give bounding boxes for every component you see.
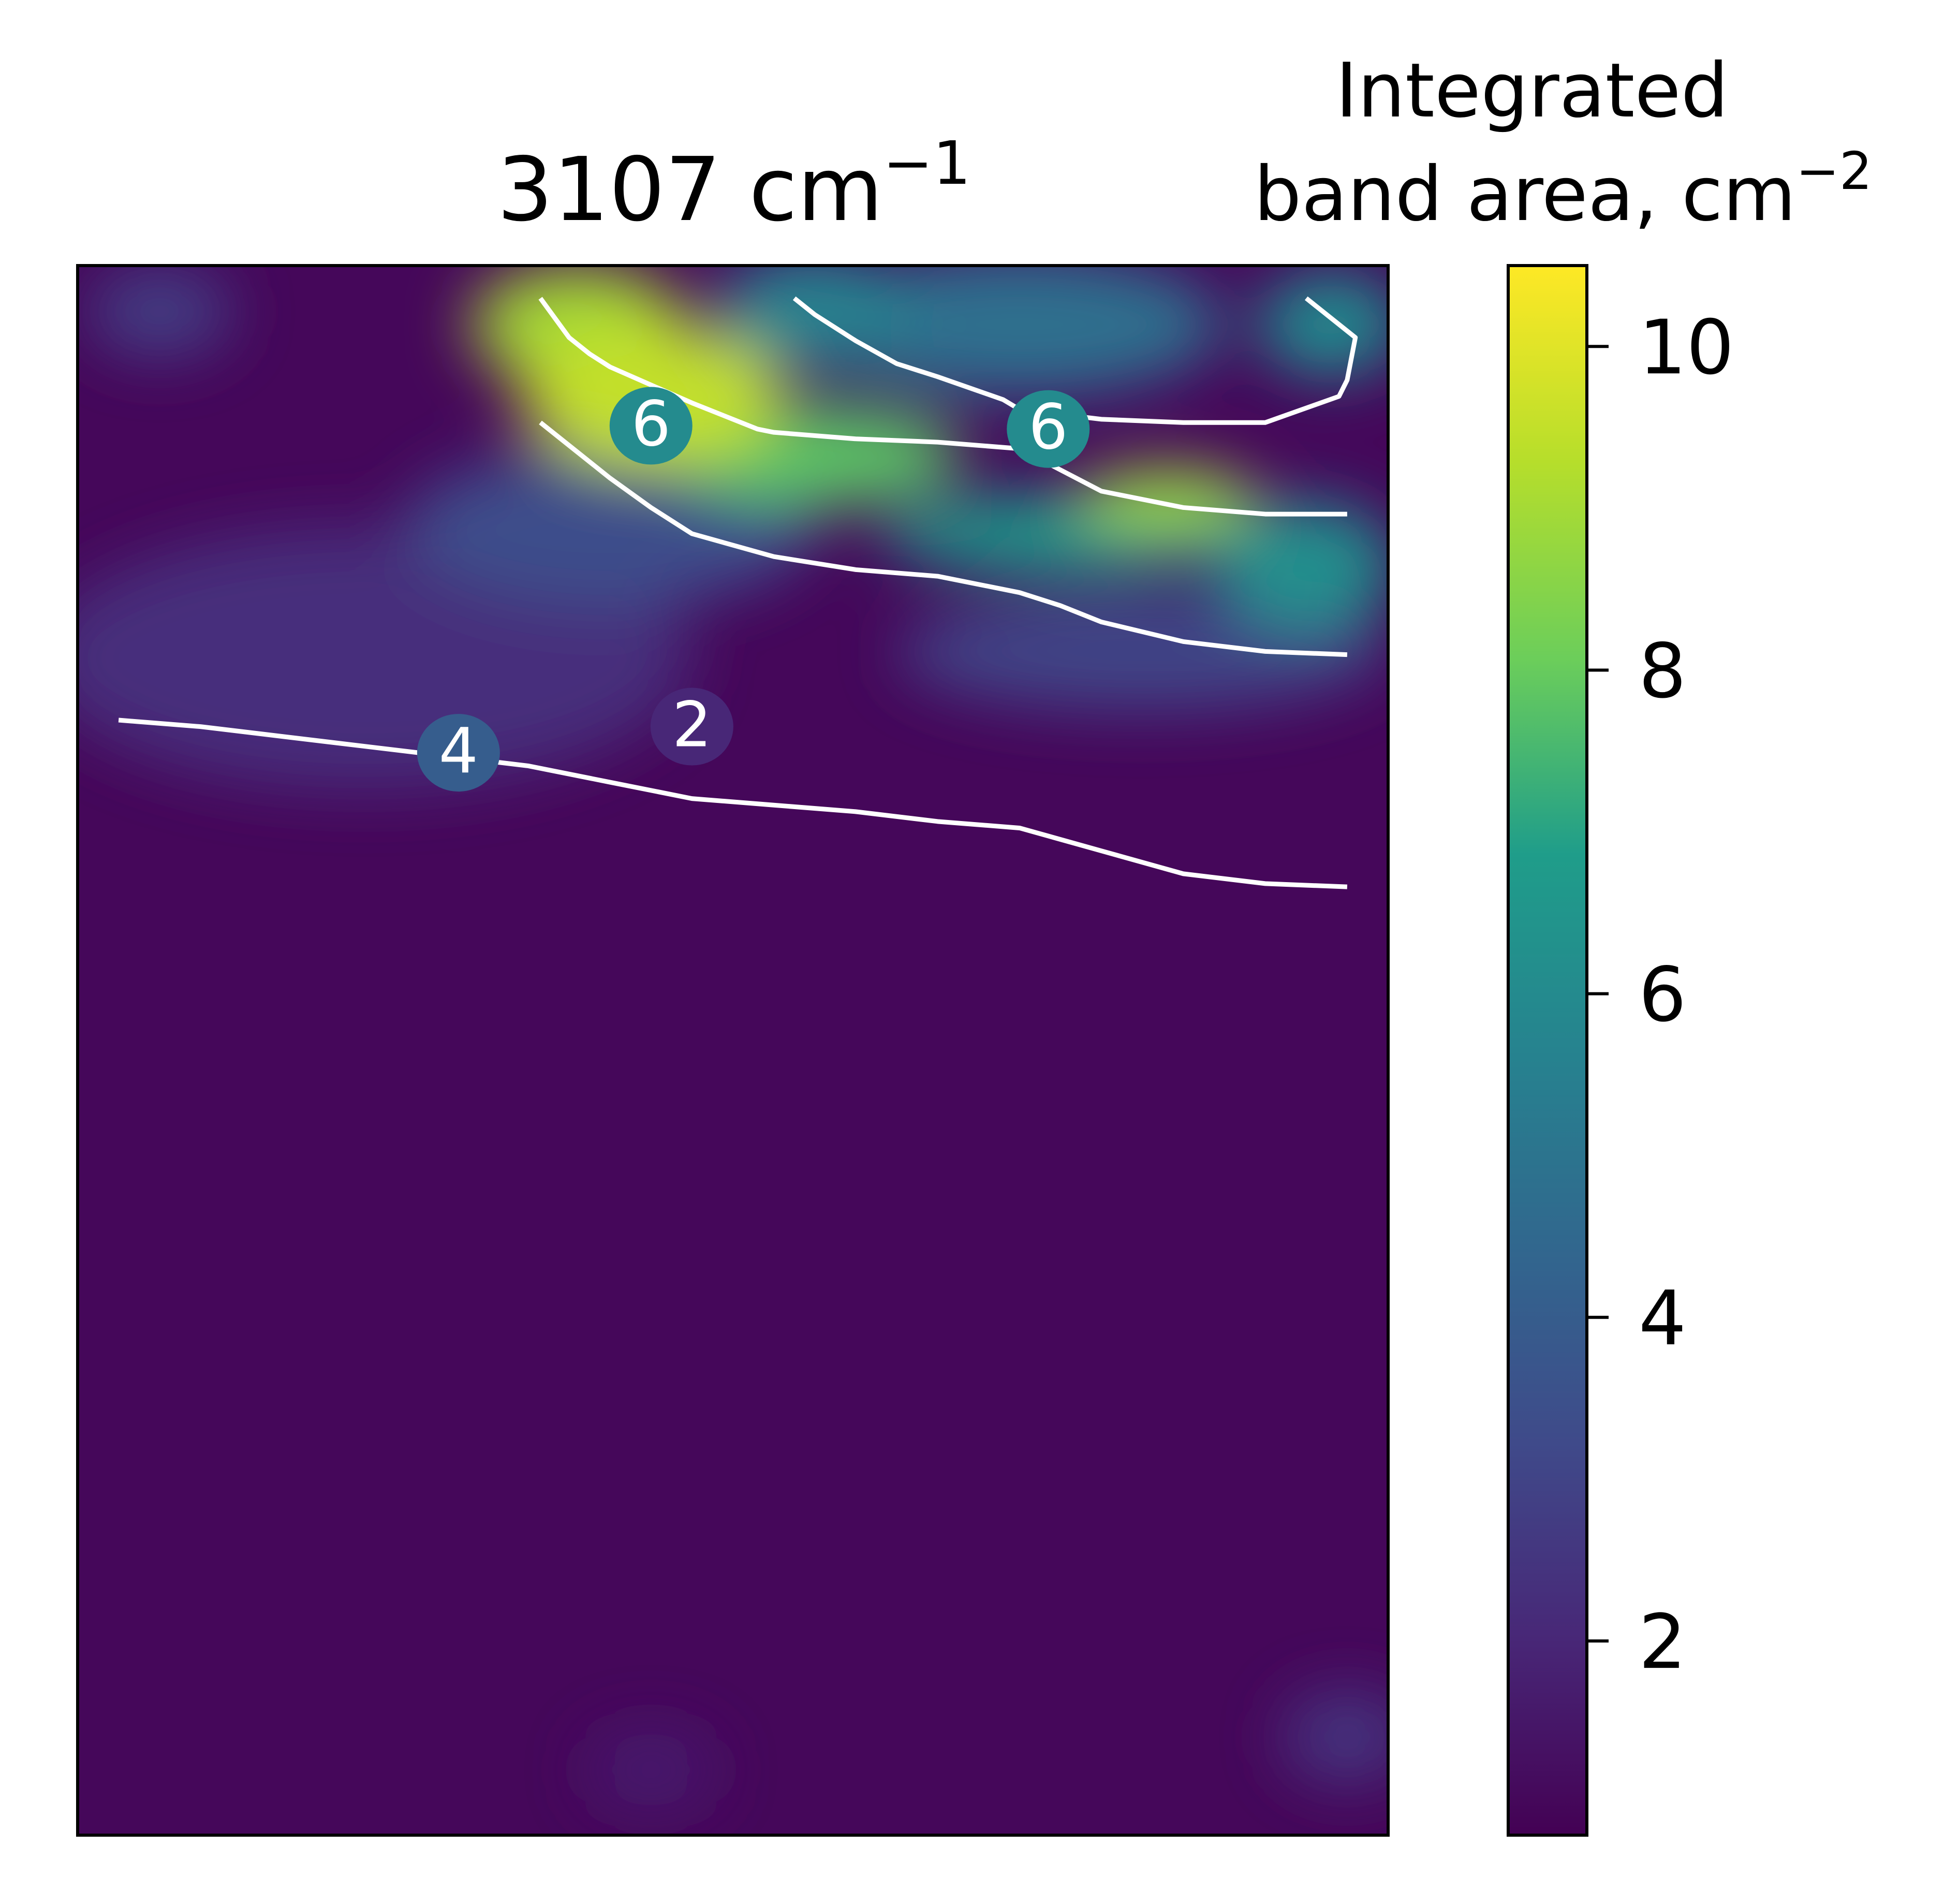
field-blobs <box>78 266 1388 1809</box>
contour-label: 4 <box>439 715 478 787</box>
field-blob <box>1216 501 1388 632</box>
colorbar: Integrated band area, cm−2 2 4 6 8 10 <box>1254 47 1873 1837</box>
field-blob <box>1282 1691 1388 1783</box>
colorbar-label-line1: Integrated <box>1335 47 1728 135</box>
colorbar-tick-label: 8 <box>1639 627 1686 715</box>
colorbar-tick-label: 2 <box>1639 1599 1686 1686</box>
field-blob <box>585 1730 717 1809</box>
field-blob <box>85 266 233 357</box>
contour-label-gap <box>650 687 733 766</box>
colorbar-tick-label: 4 <box>1639 1275 1686 1363</box>
contour-label-gap <box>609 387 693 465</box>
field-blob <box>1257 272 1388 377</box>
contour-line-6-2 <box>538 297 1347 517</box>
colorbar-tick-label: 6 <box>1639 951 1686 1039</box>
plot-frame <box>76 264 1390 1837</box>
contour-label-gap <box>417 714 500 792</box>
field-blob <box>1077 468 1257 534</box>
colorbar-frame <box>1507 264 1588 1837</box>
contour-line-2-0 <box>118 717 1348 889</box>
contour-line-4-1 <box>539 420 1348 657</box>
contour-label: 6 <box>631 388 671 460</box>
field-blob <box>815 266 1225 397</box>
contour-label: 6 <box>1028 392 1068 464</box>
colorbar-gradient <box>1508 266 1587 1835</box>
plot-area: 2 4 6 6 <box>76 264 1390 1837</box>
contour-lines: 2 4 6 6 <box>118 296 1358 889</box>
colorbar-label-superscript: −2 <box>1796 141 1872 201</box>
chart-title: 3107 cm−1 <box>497 129 970 241</box>
contour-label-gap <box>1007 390 1090 468</box>
colorbar-ticks: 2 4 6 8 10 <box>1587 304 1734 1686</box>
colorbar-label-line2: band area, cm−2 <box>1254 141 1873 238</box>
contour-label: 2 <box>672 690 712 761</box>
chart-title-superscript: −1 <box>883 129 971 198</box>
colorbar-tick-label: 10 <box>1639 304 1734 391</box>
heatmap-field <box>78 266 1388 1809</box>
